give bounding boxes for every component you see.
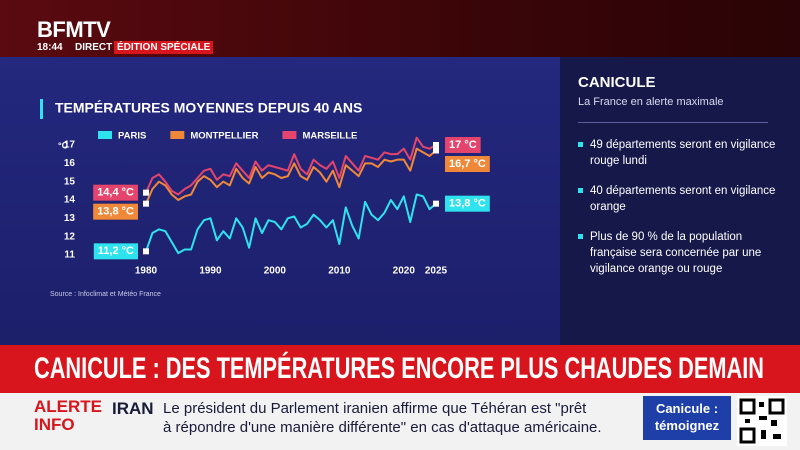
line	[145, 193, 437, 255]
alert-label: ALERTE INFO	[34, 398, 102, 434]
end-marker	[433, 142, 439, 148]
ticker-text: Le président du Parlement iranien affirm…	[163, 399, 602, 437]
bullet-marker	[578, 188, 583, 193]
bullet-text: 49 départements seront en vigilance roug…	[590, 139, 776, 167]
value-label-box	[93, 203, 138, 220]
side-subtitle: La France en alerte maximale	[578, 96, 724, 108]
ticker-line: Le président du Parlement iranien affirm…	[163, 400, 587, 417]
time: 18:44	[37, 42, 63, 53]
ticker-line: à répondre d'une manière différente" en …	[163, 419, 602, 436]
y-tick-label: 13	[64, 213, 76, 224]
line	[145, 147, 437, 205]
x-tick-label: 2000	[264, 266, 287, 277]
bullet-marker	[578, 142, 583, 147]
value-label: 13,8 °C	[97, 206, 134, 218]
value-label-box	[445, 156, 490, 172]
ticker-topic: IRAN	[112, 399, 154, 418]
bullet-list: 49 départements seront en vigilance roug…	[578, 137, 778, 291]
y-tick-label: 17	[64, 140, 76, 151]
value-label: 11,2 °C	[98, 245, 134, 257]
end-marker	[143, 189, 149, 196]
legend-label: MARSEILLE	[302, 131, 357, 142]
legend-swatch	[282, 131, 297, 139]
banner-bg	[0, 345, 800, 393]
alert-line: ALERTE	[34, 397, 102, 416]
legend-swatch	[98, 131, 112, 139]
x-tick-label: 2020	[393, 266, 416, 277]
legend-label: MONTPELLIER	[190, 131, 258, 142]
end-marker	[433, 200, 439, 207]
y-tick-label: 11	[64, 250, 75, 261]
chart-title: TEMPÉRATURES MOYENNES DEPUIS 40 ANS	[55, 100, 362, 116]
bullet-text: 40 départements seront en vigilance oran…	[590, 185, 776, 213]
side-title: CANICULE	[578, 74, 656, 91]
banner: CANICULE : DES TEMPÉRATURES ENCORE PLUS …	[34, 351, 764, 385]
end-marker	[143, 200, 149, 207]
value-label-box	[445, 195, 490, 212]
y-tick-label: 12	[64, 231, 76, 242]
divider	[578, 122, 768, 123]
legend-swatch	[170, 131, 185, 139]
y-label: °C	[58, 140, 69, 150]
bullet: Plus de 90 % de la population française …	[578, 229, 778, 277]
x-tick-label: 1990	[199, 266, 222, 277]
value-label: 14,4 °C	[97, 187, 134, 199]
value-label: 16,7 °C	[449, 158, 486, 170]
banner-text: CANICULE : DES TEMPÉRATURES ENCORE PLUS …	[34, 351, 764, 385]
cta-title: Canicule :	[655, 401, 719, 416]
y-tick-label: 15	[64, 176, 76, 187]
alert-line: INFO	[34, 415, 75, 434]
bullet-text: Plus de 90 % de la population française …	[590, 231, 762, 275]
bullet-marker	[578, 234, 583, 239]
edition: ÉDITION SPÉCIALE	[114, 41, 214, 54]
cta-subtitle: témoignez	[654, 418, 720, 433]
qr-code[interactable]	[737, 396, 787, 446]
value-label: 17 °C	[449, 139, 477, 151]
x-tick-label: 1980	[135, 266, 158, 277]
y-tick-label: 14	[64, 195, 76, 206]
logo: BFMTV	[37, 17, 111, 42]
bullet: 49 départements seront en vigilance roug…	[578, 137, 778, 169]
source: Source : Infoclimat et Météo France	[50, 291, 161, 298]
y-tick-label: 16	[64, 158, 76, 169]
value-label: 13,8 °C	[449, 198, 486, 210]
live: DIRECT	[75, 42, 113, 53]
value-label-box	[445, 137, 481, 153]
end-marker	[143, 248, 149, 255]
value-label-box	[93, 184, 138, 201]
end-marker	[433, 147, 439, 154]
x-tick-label: 2010	[328, 266, 351, 277]
title-accent	[40, 99, 43, 119]
cta-box[interactable]: Canicule : témoignez	[643, 396, 731, 440]
x-tick-label: 2025	[425, 266, 448, 277]
line	[145, 136, 437, 196]
chart: TEMPÉRATURES MOYENNES DEPUIS 40 ANS °C S…	[40, 99, 490, 298]
bullet: 40 départements seront en vigilance oran…	[578, 183, 778, 215]
side-panel	[560, 57, 800, 345]
value-label-box	[93, 243, 138, 260]
legend-label: PARIS	[118, 131, 146, 142]
